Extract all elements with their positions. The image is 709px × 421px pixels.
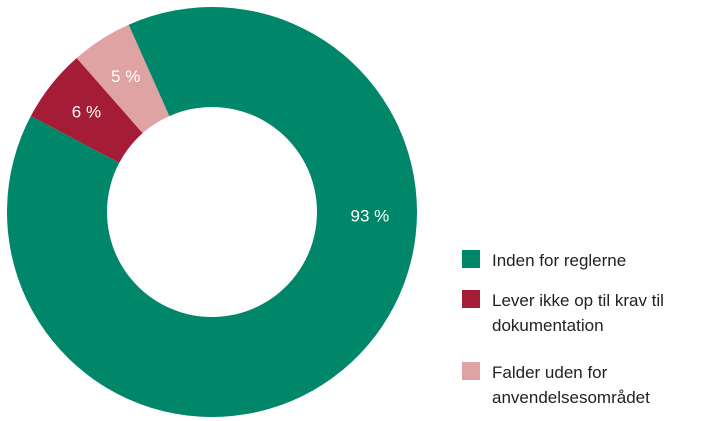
donut-segment <box>76 24 170 134</box>
donut-segment <box>30 58 143 163</box>
legend-item: Inden for reglerne <box>462 248 682 273</box>
data-label: 93 % <box>351 207 390 226</box>
legend-label: Falder uden for anvendelsesområdet <box>492 363 650 407</box>
legend-label: Lever ikke op til krav til dokumentation <box>492 291 664 335</box>
legend-swatch <box>462 250 480 268</box>
data-label: 5 % <box>111 67 140 86</box>
legend-swatch <box>462 362 480 380</box>
donut-segment <box>6 6 418 417</box>
legend-swatch <box>462 290 480 308</box>
legend-item: Lever ikke op til krav til dokumentation <box>462 288 682 338</box>
legend-item: Falder uden for anvendelsesområdet <box>462 360 682 410</box>
data-label: 6 % <box>72 102 101 121</box>
legend-label: Inden for reglerne <box>492 251 627 270</box>
